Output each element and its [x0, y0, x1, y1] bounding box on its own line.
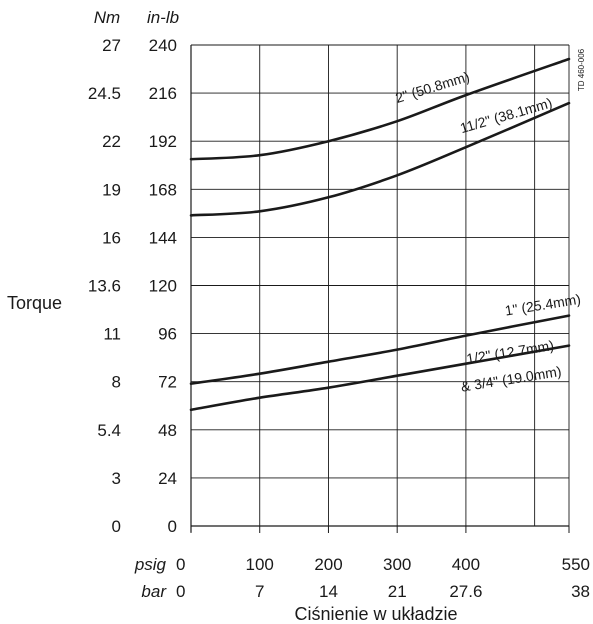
y-unit-inlb: in-lb	[147, 8, 179, 27]
y-tick-nm-7: 19	[102, 180, 121, 199]
y-tick-nm-4: 11	[103, 325, 121, 344]
series-label-3: 1/2" (12.7mm)	[465, 337, 555, 367]
y-tick-inlb-4: 96	[158, 325, 177, 344]
x-tick-bar-1: 7	[255, 582, 264, 601]
x-tick-bar-3: 21	[388, 582, 407, 601]
x-tick-psig-4: 400	[452, 555, 480, 574]
y-tick-nm-8: 22	[102, 132, 121, 151]
y-unit-nm: Nm	[94, 8, 120, 27]
x-tick-psig-0: 0	[176, 555, 185, 574]
y-tick-inlb-3: 72	[158, 373, 177, 392]
y-tick-nm-10: 27	[102, 36, 121, 55]
grid	[190, 44, 570, 533]
y-tick-inlb-6: 144	[149, 228, 177, 247]
x-axis-title: Ciśnienie w układzie	[294, 604, 457, 624]
x-tick-bar-2: 14	[319, 582, 338, 601]
y-tick-inlb-10: 240	[149, 36, 177, 55]
x-tick-psig-1: 100	[246, 555, 274, 574]
x-tick-bar-0: 0	[176, 582, 185, 601]
y-tick-inlb-1: 24	[158, 469, 177, 488]
series-line-1	[189, 101, 571, 217]
x-tick-psig-5: 550	[562, 555, 590, 574]
x-tick-psig-2: 200	[314, 555, 342, 574]
y-tick-nm-0: 0	[112, 517, 121, 536]
x-unit-bar: bar	[141, 582, 167, 601]
y-tick-inlb-0: 0	[168, 517, 177, 536]
x-tick-bar-4: 27.6	[449, 582, 482, 601]
series-label-0: 2" (50.8mm)	[393, 68, 471, 106]
series-lines	[189, 57, 571, 412]
y-tick-nm-2: 5.4	[97, 421, 121, 440]
y-tick-inlb-5: 120	[149, 277, 177, 296]
y-tick-nm-5: 13.6	[88, 277, 121, 296]
series-label-2: 1" (25.4mm)	[504, 291, 582, 319]
y-axis-title: Torque	[7, 293, 62, 313]
y-tick-nm-3: 8	[112, 373, 121, 392]
y-tick-inlb-8: 192	[149, 132, 177, 151]
series-line-3	[189, 344, 571, 412]
y-tick-nm-6: 16	[102, 228, 121, 247]
series-label-4: & 3/4" (19.0mm)	[460, 363, 563, 395]
y-tick-inlb-7: 168	[149, 180, 177, 199]
y-tick-inlb-9: 216	[149, 84, 177, 103]
y-tick-inlb-2: 48	[158, 421, 177, 440]
x-tick-bar-5: 38	[571, 582, 590, 601]
y-tick-nm-1: 3	[112, 469, 121, 488]
x-unit-psig: psig	[134, 555, 167, 574]
tick-labels: 0 0 24 3 48 5.4 72 8 96 11 120 13.6 144 16 168 19 192 22 2…	[88, 36, 590, 601]
document-id: TD 460-006	[577, 48, 586, 91]
x-tick-psig-3: 300	[383, 555, 411, 574]
series-line-0	[189, 57, 571, 161]
series-line-2	[189, 314, 571, 385]
y-tick-nm-9: 24.5	[88, 84, 121, 103]
